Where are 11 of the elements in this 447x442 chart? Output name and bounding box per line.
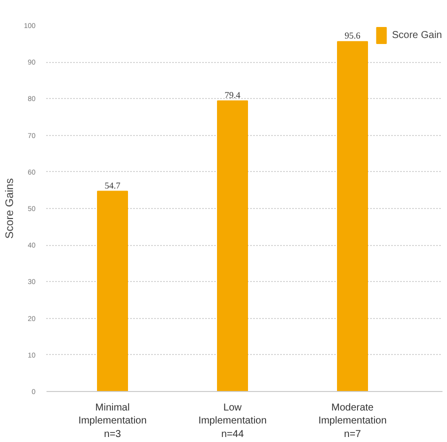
bar	[217, 100, 248, 392]
data-label: 54.7	[104, 180, 121, 190]
y-axis-title: Score Gains	[4, 178, 16, 239]
x-tick-label: Low Implementation n=44	[198, 402, 267, 440]
data-label: 79.4	[224, 90, 241, 100]
x-tick-label: Minimal Implementation n=3	[78, 402, 147, 440]
legend-label: Score Gain	[392, 30, 442, 40]
bar	[337, 41, 368, 392]
data-label: 95.6	[344, 30, 361, 41]
x-tick-label: Moderate Implementation n=7	[318, 402, 387, 440]
bar	[97, 190, 128, 392]
